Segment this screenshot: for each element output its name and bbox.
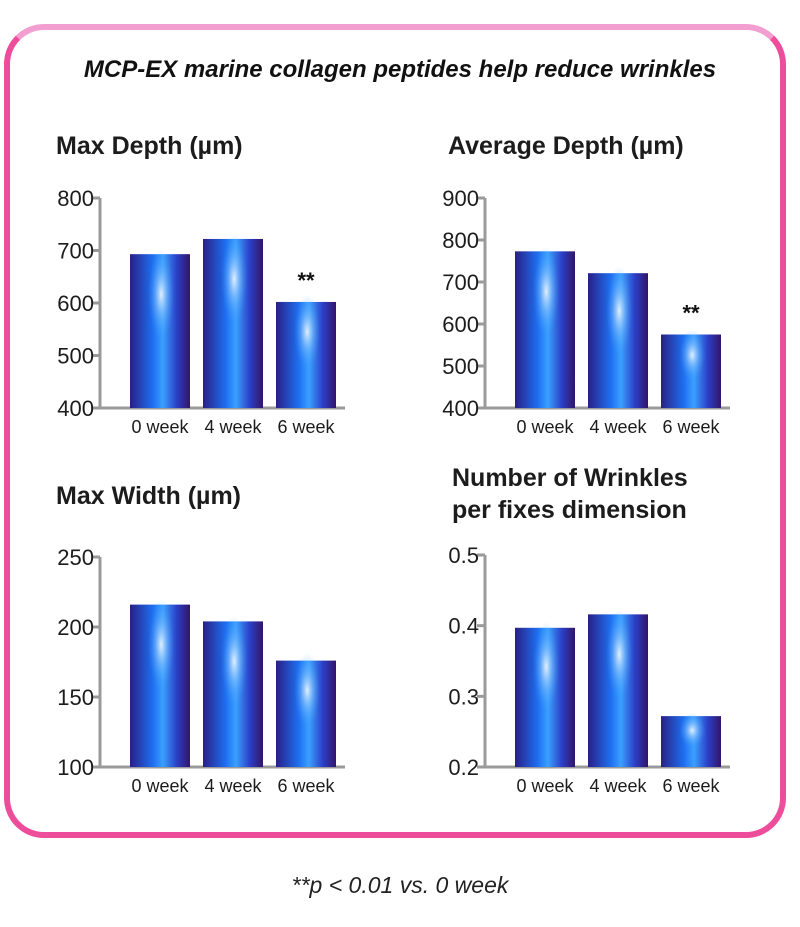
- bar-highlight: [294, 653, 321, 728]
- bar-highlight: [148, 599, 175, 690]
- bar-highlight: [148, 249, 175, 340]
- bar-highlight: [221, 616, 248, 707]
- y-tick-label: 200: [57, 615, 94, 640]
- y-tick-label: 500: [57, 344, 94, 369]
- x-tick-label: 4 week: [589, 776, 647, 796]
- y-tick-label: 400: [442, 396, 479, 421]
- x-tick-label: 0 week: [131, 776, 189, 796]
- x-tick-label: 0 week: [516, 417, 574, 437]
- y-tick-label: 700: [57, 239, 94, 264]
- y-tick-label: 400: [57, 396, 94, 421]
- chart-title-wrinkle-count: Number of Wrinkles per fixes dimension: [452, 462, 688, 526]
- y-tick-label: 0.3: [448, 684, 479, 709]
- chart-title-line-2: per fixes dimension: [452, 496, 687, 524]
- bar-highlight: [533, 246, 560, 337]
- x-tick-label: 4 week: [204, 417, 262, 437]
- y-tick-label: 500: [442, 354, 479, 379]
- chart-title-line-1: Number of Wrinkles: [452, 464, 688, 492]
- chart-title-max-depth: Max Depth (µm): [56, 132, 243, 160]
- card-frame: [4, 24, 786, 838]
- y-tick-label: 0.2: [448, 755, 479, 780]
- y-tick-label: 0.4: [448, 614, 479, 639]
- footnote: **p < 0.01 vs. 0 week: [291, 872, 509, 898]
- bar-highlight: [679, 712, 706, 749]
- y-tick-label: 900: [442, 186, 479, 211]
- x-tick-label: 6 week: [662, 417, 720, 437]
- y-tick-label: 0.5: [448, 543, 479, 568]
- x-tick-label: 6 week: [277, 417, 335, 437]
- significance-annotation: **: [682, 301, 700, 326]
- y-tick-label: 800: [442, 228, 479, 253]
- y-tick-label: 800: [57, 186, 94, 211]
- bar-highlight: [533, 621, 560, 712]
- y-tick-label: 600: [442, 312, 479, 337]
- bar-highlight: [221, 233, 248, 324]
- x-tick-label: 6 week: [277, 776, 335, 796]
- x-tick-label: 0 week: [131, 417, 189, 437]
- y-tick-label: 700: [442, 270, 479, 295]
- y-tick-label: 250: [57, 545, 94, 570]
- y-tick-label: 600: [57, 291, 94, 316]
- significance-annotation: **: [297, 268, 315, 293]
- y-tick-label: 150: [57, 685, 94, 710]
- page-title: MCP-EX marine collagen peptides help red…: [83, 56, 717, 83]
- bar-highlight: [294, 294, 321, 369]
- x-tick-label: 6 week: [662, 776, 720, 796]
- x-tick-label: 4 week: [589, 417, 647, 437]
- bar-highlight: [679, 329, 706, 381]
- x-tick-label: 4 week: [204, 776, 262, 796]
- y-tick-label: 100: [57, 755, 94, 780]
- bar-highlight: [606, 265, 633, 356]
- chart-title-max-width: Max Width (µm): [56, 482, 241, 510]
- chart-title-average-depth: Average Depth (µm): [448, 132, 684, 160]
- x-tick-label: 0 week: [516, 776, 574, 796]
- bar-highlight: [606, 609, 633, 700]
